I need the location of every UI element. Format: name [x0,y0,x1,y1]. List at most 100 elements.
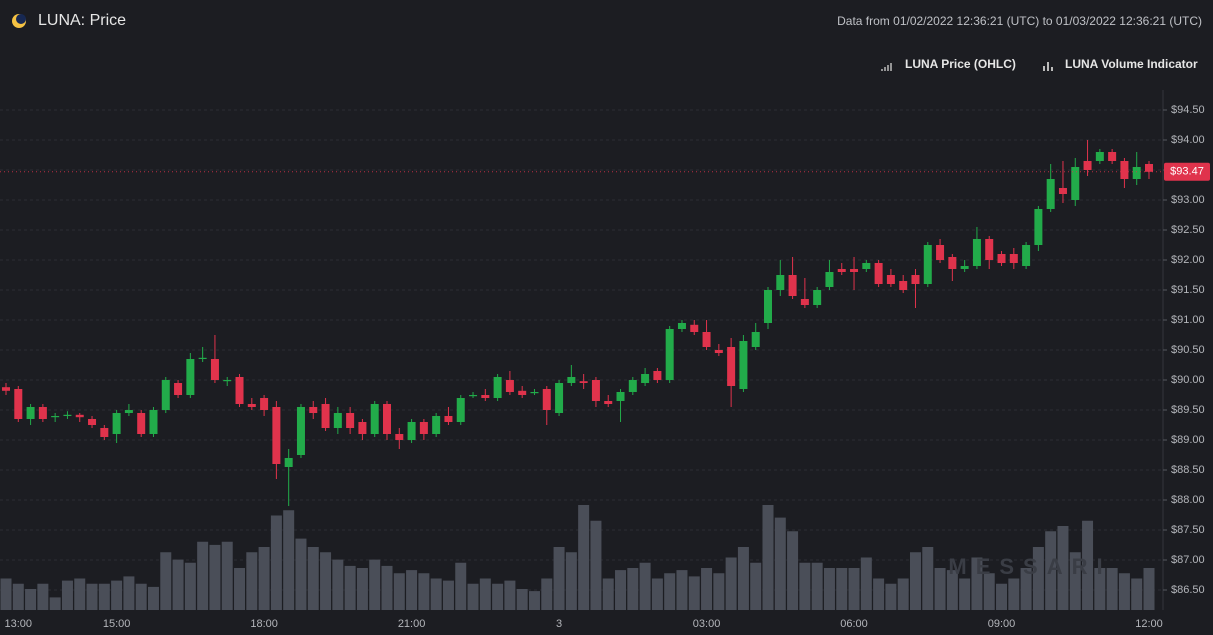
y-tick-label: $91.50 [1171,284,1205,296]
volume-bar [320,552,332,610]
volume-bar [74,578,86,610]
x-tick-label: 12:00 [1135,618,1163,630]
candle-body [813,290,822,305]
candle-body [1034,209,1043,245]
volume-bar [86,583,98,610]
volume-bar [258,547,270,610]
candle-body [124,410,133,413]
volume-bar [885,583,897,610]
candle-body [88,419,97,425]
candle-body [469,395,478,397]
volume-bar [147,586,159,610]
volume-bar [442,580,454,610]
last-price-tag [1164,162,1210,181]
candle-body [26,407,35,419]
legend-label[interactable]: LUNA Volume Indicator [1065,57,1198,71]
candle-body [432,416,441,434]
volume-bar [664,573,676,610]
chart-title: LUNA: Price [38,12,126,29]
candle-body [1083,161,1092,170]
volume-bar [737,547,749,610]
volume-bar [344,565,356,610]
volume-bar [98,583,110,610]
candle-body [567,377,576,383]
candle-body [174,383,183,395]
candle-body [112,413,121,434]
candle-body [481,395,490,398]
volume-bar [0,578,12,610]
volume-bar [897,578,909,610]
candle-body [690,324,699,332]
candle-body [198,357,207,359]
volume-bar [996,583,1008,610]
x-tick-label: 03:00 [693,618,721,630]
candle-body [1132,167,1141,179]
candle-body [641,374,650,383]
volume-bar [455,562,467,610]
candle-body [628,380,637,392]
legend-label[interactable]: LUNA Price (OHLC) [905,57,1016,71]
volume-bar [1020,568,1032,610]
candle-body [395,434,404,440]
candle-body [407,422,416,440]
y-tick-label: $86.50 [1171,584,1205,596]
candle-body [210,359,219,380]
candle-body [579,381,588,383]
candle-body [309,407,318,413]
candle-body [886,275,895,284]
candle-body [899,281,908,290]
volume-bar [676,570,688,610]
volume-bar [209,544,221,610]
luna-icon-inner [16,14,26,24]
volume-bar [1106,568,1118,610]
candle-body [51,416,60,418]
candle-body [616,392,625,401]
candle-body [985,239,994,260]
y-tick-label: $92.00 [1171,254,1205,266]
volume-bar [1069,552,1081,610]
volume-bar [651,578,663,610]
volume-bar [528,591,540,610]
candle-body [751,332,760,347]
volume-bar [516,589,528,610]
volume-bar [959,578,971,610]
candle-body [788,275,797,296]
volume-bar [25,589,37,610]
volume-bar [971,557,983,610]
x-tick-label: 13:00 [5,618,33,630]
candle-body [505,380,514,392]
candle-body [1058,188,1067,194]
volume-bar [406,570,418,610]
candle-body [702,332,711,347]
volume-bar [246,552,258,610]
volume-bar [135,583,147,610]
candle-body [1071,167,1080,200]
volume-bar [836,568,848,610]
subtitle: Data from 01/02/2022 12:36:21 (UTC) to 0… [837,14,1202,28]
volume-bar [160,552,172,610]
volume-bar [750,562,762,610]
volume-bar [184,562,196,610]
candle-body [272,407,281,464]
candle-body [493,377,502,398]
volume-bar [356,568,368,610]
volume-bar [172,559,184,610]
volume-bar [61,580,73,610]
candle-body [2,387,10,391]
y-tick-label: $92.50 [1171,224,1205,236]
y-tick-label: $94.50 [1171,104,1205,116]
candle-body [923,245,932,284]
volume-bar [627,568,639,610]
candle-body [530,392,539,394]
candle-body [862,263,871,269]
legend-icon [881,63,892,71]
volume-bar [725,557,737,610]
volume-bar [307,547,319,610]
x-tick-label: 21:00 [398,618,426,630]
candle-body [714,350,723,353]
volume-bar [578,505,590,610]
candle-body [653,371,662,380]
volume-bar [123,576,135,610]
volume-bar [479,578,491,610]
